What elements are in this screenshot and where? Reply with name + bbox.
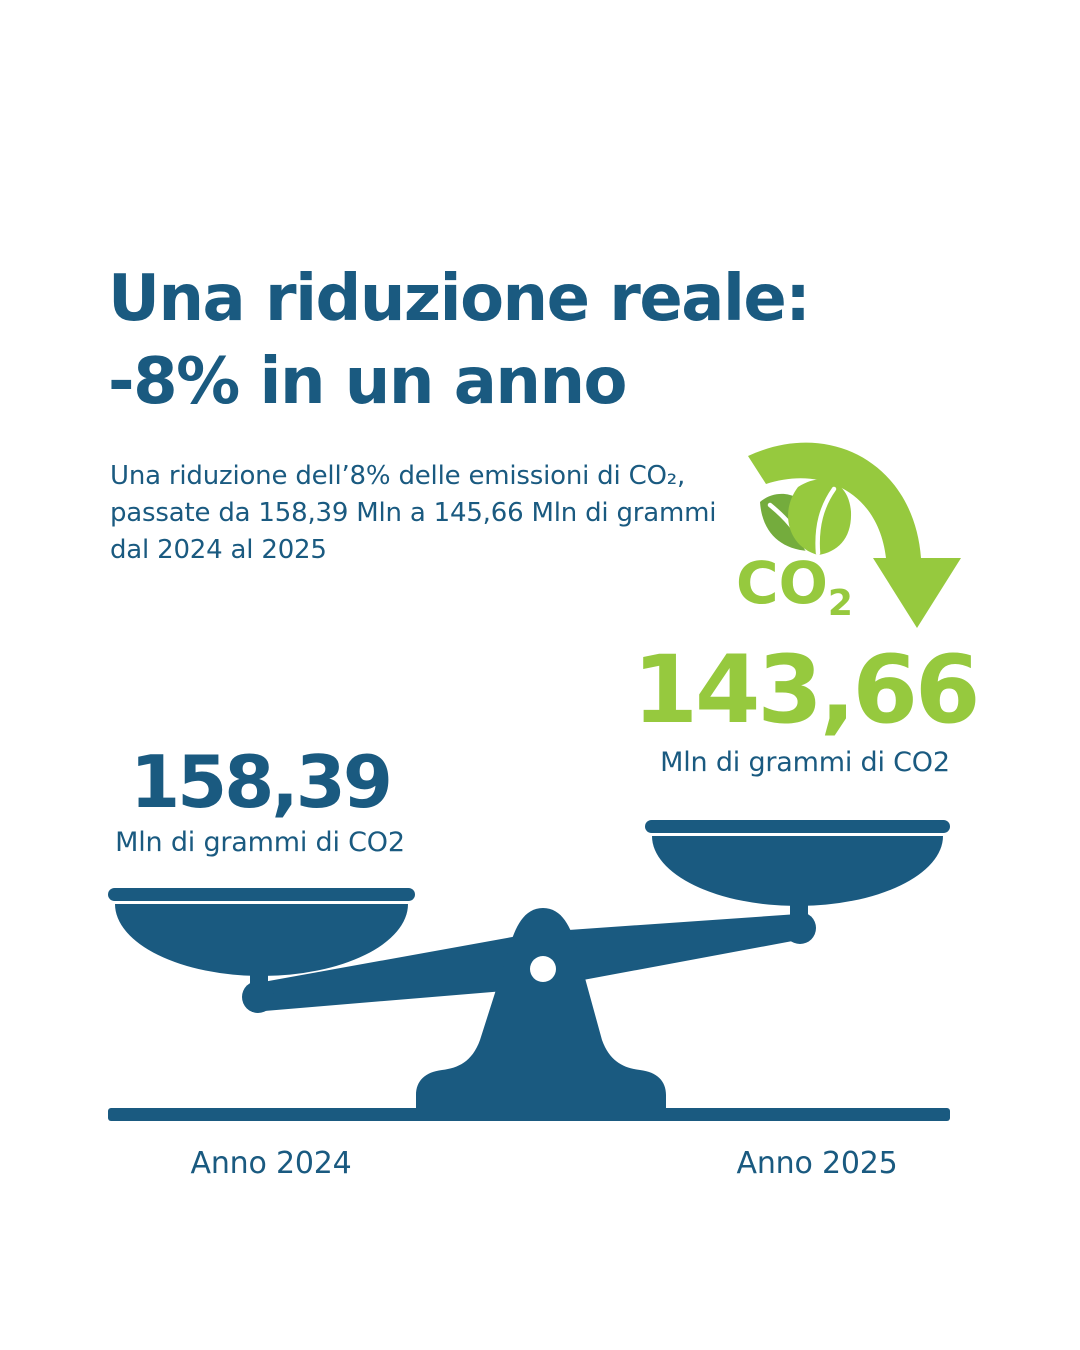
co2-subscript: 2 xyxy=(828,583,853,624)
balance-scale-illustration xyxy=(108,820,950,1121)
leaf-vein-right xyxy=(815,486,837,556)
scale-left-pivot xyxy=(242,981,274,1013)
scale-right-pan-bowl xyxy=(652,836,943,906)
scale-fulcrum xyxy=(416,908,666,1114)
co2-label: CO2 xyxy=(736,549,853,624)
co2-formula: CO xyxy=(736,549,828,617)
subtitle-text: Una riduzione dell’8% delle emissioni di… xyxy=(110,458,770,569)
value-2024-block: 158,39 Mln di grammi di CO2 xyxy=(85,740,435,858)
scale-right-pivot xyxy=(784,912,816,944)
subtitle-line-2: passate da 158,39 Mln a 145,66 Mln di gr… xyxy=(110,497,717,528)
value-2024: 158,39 xyxy=(130,740,393,824)
subtitle-line-1: Una riduzione dell’8% delle emissioni di… xyxy=(110,461,686,491)
unit-2024: Mln di grammi di CO2 xyxy=(115,826,405,858)
unit-2025: Mln di grammi di CO2 xyxy=(660,746,950,778)
year-label-2025: Anno 2025 xyxy=(736,1146,898,1181)
title-line-1: Una riduzione reale: xyxy=(108,262,811,336)
co2-reduction-icon: CO2 xyxy=(718,426,982,642)
co2-badge-svg: CO2 xyxy=(736,442,961,628)
scale-left-pan-bowl xyxy=(115,904,408,976)
value-2025-block: 143,66 Mln di grammi di CO2 xyxy=(615,636,995,778)
scale-left-pan-bar xyxy=(108,888,415,901)
down-arrow-icon xyxy=(748,442,961,628)
title-line-2: -8% in un anno xyxy=(108,345,627,420)
scale-fulcrum-hole xyxy=(530,956,556,982)
page-title: Una riduzione reale: -8% in un anno xyxy=(108,258,968,424)
value-2025: 143,66 xyxy=(632,636,981,745)
subtitle-line-3: dal 2024 al 2025 xyxy=(110,534,327,565)
scale-right-pan-bar xyxy=(645,820,950,833)
year-label-2024: Anno 2024 xyxy=(190,1146,352,1181)
ground-line xyxy=(108,1108,950,1121)
